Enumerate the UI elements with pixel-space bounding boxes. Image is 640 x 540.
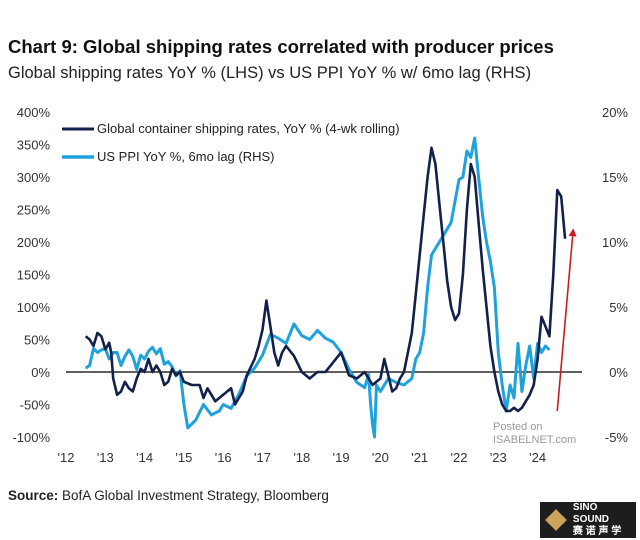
x-tick-label: '17 [254,450,271,465]
left-tick-label: 400% [17,105,51,120]
right-axis: 20% 15% 10% 5% 0% -5% [602,105,628,445]
right-tick-label: 0% [609,365,628,380]
left-tick-label: 300% [17,170,51,185]
right-tick-label: 10% [602,235,628,250]
chart-subtitle: Global shipping rates YoY % (LHS) vs US … [8,64,532,82]
logo-text-1: SINO SOUND [572,502,610,525]
left-tick-label: 100% [17,300,51,315]
x-tick-label: '20 [372,450,389,465]
x-tick-label: '14 [136,450,153,465]
series-line-shipping-rates [84,146,567,413]
left-tick-label: 200% [17,235,51,250]
watermark-line-2: ISABELNET.com [493,434,576,446]
left-axis: 400% 350% 300% 250% 200% 150% 100% 50% 0% -50% -10… [12,105,50,445]
left-tick-label: -50% [20,398,51,413]
legend: Global container shipping rates, YoY % (… [62,121,400,164]
x-tick-label: '24 [529,450,546,465]
watermark: Posted on ISABELNET.com [493,421,576,446]
right-tick-label: 5% [609,300,628,315]
left-tick-label: 150% [17,268,51,283]
x-tick-label: '21 [411,450,428,465]
legend-label-ppi: US PPI YoY %, 6mo lag (RHS) [97,149,275,164]
x-tick-label: '18 [293,450,310,465]
x-tick-label: '19 [333,450,350,465]
logo-text: SINO SOUND 赛 诺 声 学 [573,502,636,538]
watermark-line-1: Posted on [493,421,543,433]
trend-arrow [556,228,577,412]
x-axis: '12 '13 '14 '15 '16 '17 '18 '19 '20 '21 '22 '23 '24 [58,450,547,465]
logo-text-2: 赛 诺 声 学 [572,526,622,537]
right-tick-label: 15% [602,170,628,185]
brand-logo: SINO SOUND 赛 诺 声 学 [540,502,636,538]
x-tick-label: '12 [58,450,75,465]
x-tick-label: '13 [97,450,114,465]
right-tick-label: 20% [602,105,628,120]
x-tick-label: '15 [175,450,192,465]
x-tick-label: '23 [490,450,507,465]
source-text: BofA Global Investment Strategy, Bloombe… [62,488,329,503]
logo-mark-icon [545,509,567,531]
left-tick-label: 0% [31,365,50,380]
left-tick-label: -100% [12,430,50,445]
legend-label-shipping: Global container shipping rates, YoY % (… [97,121,400,136]
left-tick-label: 50% [24,333,50,348]
chart-title: Chart 9: Global shipping rates correlate… [8,36,554,57]
right-tick-label: -5% [605,430,629,445]
series-line-us-ppi [84,136,551,439]
source-label: Source: [8,488,59,503]
source-note: Source: BofA Global Investment Strategy,… [8,488,329,503]
x-tick-label: '22 [451,450,468,465]
left-tick-label: 350% [17,138,51,153]
left-tick-label: 250% [17,203,51,218]
x-tick-label: '16 [215,450,232,465]
